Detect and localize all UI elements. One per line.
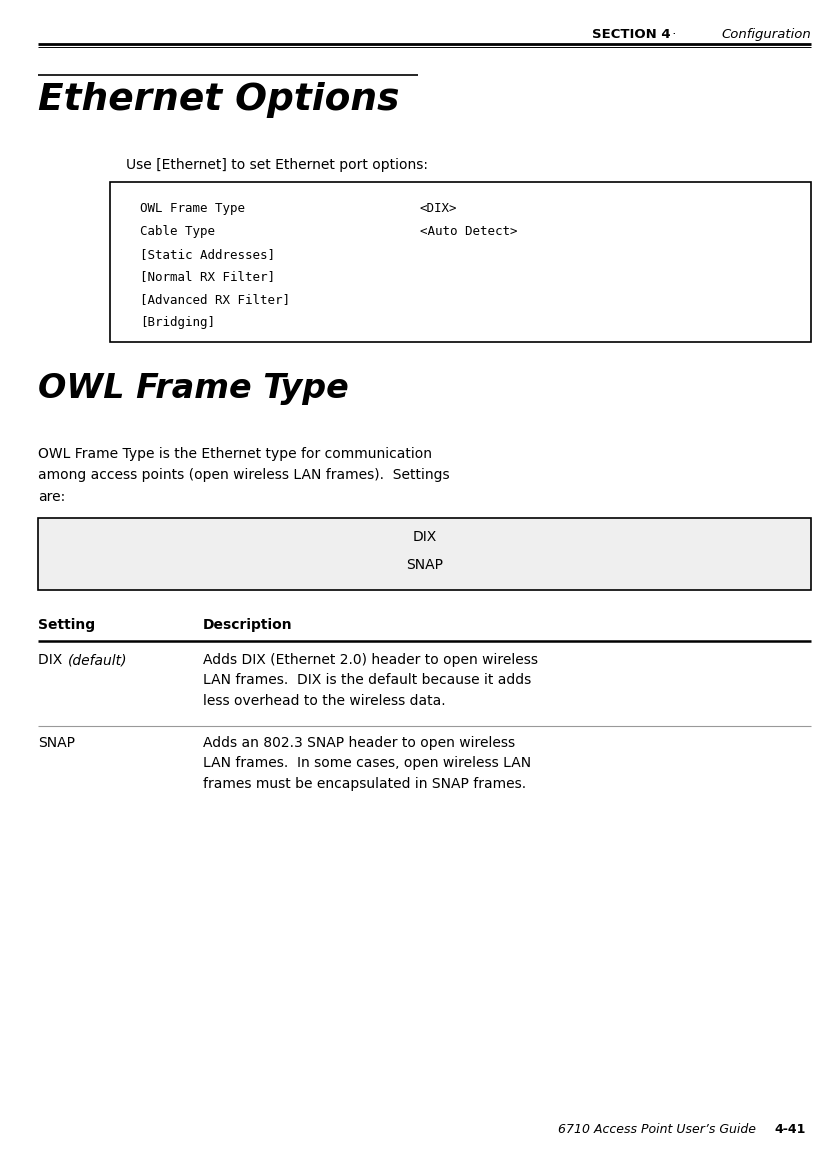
Text: OWL Frame Type is the Ethernet type for communication: OWL Frame Type is the Ethernet type for … — [38, 447, 432, 461]
Text: ·: · — [668, 28, 681, 41]
Text: DIX: DIX — [412, 530, 436, 544]
Text: [Static Addresses]: [Static Addresses] — [140, 248, 275, 261]
Text: [Bridging]: [Bridging] — [140, 316, 215, 329]
Text: [Normal RX Filter]: [Normal RX Filter] — [140, 271, 275, 284]
Text: OWL Frame Type: OWL Frame Type — [140, 201, 245, 215]
Text: Setting: Setting — [38, 618, 95, 632]
Text: [Advanced RX Filter]: [Advanced RX Filter] — [140, 293, 290, 306]
Text: are:: are: — [38, 490, 65, 504]
Text: Configuration: Configuration — [721, 28, 811, 41]
Text: 6710 Access Point User’s Guide: 6710 Access Point User’s Guide — [558, 1123, 756, 1136]
Text: <DIX>: <DIX> — [420, 201, 457, 215]
Bar — [38, 518, 811, 589]
Bar — [110, 182, 811, 342]
Text: less overhead to the wireless data.: less overhead to the wireless data. — [203, 694, 446, 708]
Text: SNAP: SNAP — [38, 736, 75, 750]
Text: Ethernet Options: Ethernet Options — [38, 82, 400, 118]
Text: Adds DIX (Ethernet 2.0) header to open wireless: Adds DIX (Ethernet 2.0) header to open w… — [203, 653, 538, 667]
Text: LAN frames.  In some cases, open wireless LAN: LAN frames. In some cases, open wireless… — [203, 756, 531, 770]
Text: SECTION 4: SECTION 4 — [592, 28, 671, 41]
Text: DIX: DIX — [38, 653, 67, 667]
Text: Cable Type: Cable Type — [140, 225, 215, 237]
Text: 4-41: 4-41 — [775, 1123, 806, 1136]
Text: frames must be encapsulated in SNAP frames.: frames must be encapsulated in SNAP fram… — [203, 777, 526, 791]
Text: Use [Ethernet] to set Ethernet port options:: Use [Ethernet] to set Ethernet port opti… — [126, 157, 428, 173]
Text: <Auto Detect>: <Auto Detect> — [420, 225, 517, 237]
Text: LAN frames.  DIX is the default because it adds: LAN frames. DIX is the default because i… — [203, 674, 531, 688]
Text: (default): (default) — [68, 653, 127, 667]
Text: among access points (open wireless LAN frames).  Settings: among access points (open wireless LAN f… — [38, 469, 450, 483]
Text: OWL Frame Type: OWL Frame Type — [38, 372, 349, 405]
Text: Description: Description — [203, 618, 292, 632]
Text: SNAP: SNAP — [406, 558, 443, 572]
Text: Adds an 802.3 SNAP header to open wireless: Adds an 802.3 SNAP header to open wirele… — [203, 736, 515, 750]
